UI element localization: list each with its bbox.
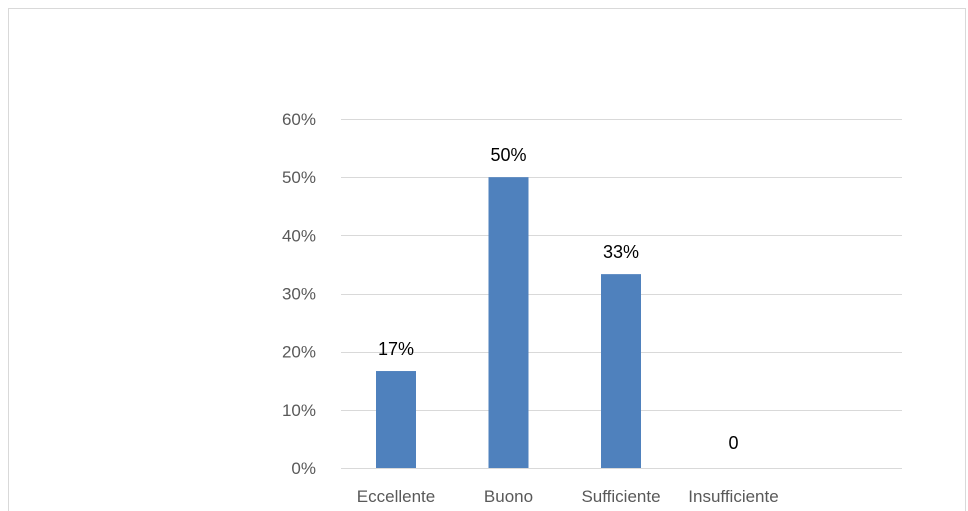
x-category-label: Sufficiente: [581, 487, 660, 506]
bar-buono: [488, 177, 529, 468]
x-category-label: Eccellente: [357, 487, 435, 506]
data-label: 50%: [490, 145, 526, 165]
y-tick-label: 50%: [282, 168, 316, 187]
y-tick-label: 0%: [291, 459, 316, 478]
y-axis-tick-labels: 0% 10% 20% 30% 40% 50% 60%: [282, 110, 316, 478]
x-category-label: Insufficiente: [688, 487, 778, 506]
y-tick-label: 30%: [282, 285, 316, 304]
chart-area: [8, 8, 966, 511]
bar-sufficiente: [601, 274, 641, 468]
bars: [376, 177, 641, 468]
y-tick-label: 20%: [282, 343, 316, 362]
y-tick-label: 40%: [282, 226, 316, 245]
data-label: 33%: [603, 242, 639, 262]
bar-eccellente: [376, 371, 416, 468]
data-label: 0: [728, 433, 738, 453]
y-tick-label: 60%: [282, 110, 316, 129]
x-axis-category-labels: Eccellente Buono Sufficiente Insufficiente: [357, 487, 779, 506]
data-labels: 17% 50% 33% 0: [378, 145, 739, 453]
data-label: 17%: [378, 339, 414, 359]
x-category-label: Buono: [484, 487, 533, 506]
y-tick-label: 10%: [282, 401, 316, 420]
